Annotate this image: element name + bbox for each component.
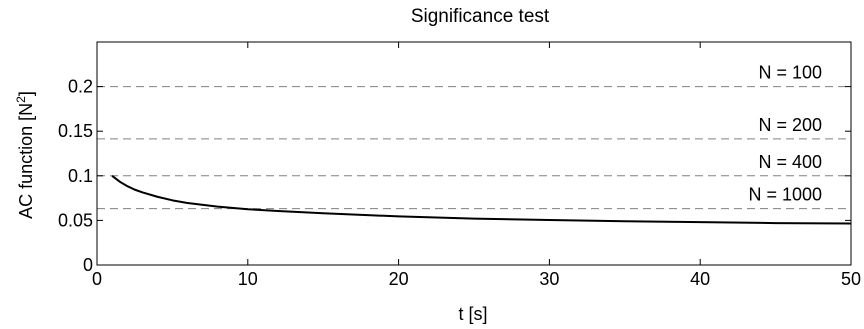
y-axis-title-base: AC function [N [16,103,36,219]
x-tick-label-2: 20 [389,269,409,289]
y-tick-label-4: 0.2 [68,77,93,97]
y-tick-label-0: 0 [83,255,93,275]
plot-area: N = 100 N = 200 N = 400 N = 1000 0 10 20 30 40 50… [58,41,861,289]
y-tick-label-3: 0.15 [58,121,93,141]
x-axis-title: t [s] [458,304,487,324]
threshold-label-3: N = 1000 [748,185,822,205]
x-tick-label-1: 10 [238,269,258,289]
threshold-label-2: N = 400 [758,152,822,172]
threshold-label-0: N = 100 [758,63,822,83]
x-tick-label-5: 50 [841,269,861,289]
y-axis-title-end: ] [16,91,36,96]
y-tick-label-1: 0.05 [58,210,93,230]
series-line-0 [111,175,852,225]
threshold-label-1: N = 200 [758,115,822,135]
y-tick-label-2: 0.1 [68,166,93,186]
chart-title: Significance test [411,6,550,27]
y-axis-title: AC function [N2] [14,91,36,219]
x-tick-label-0: 0 [92,269,102,289]
axes-box [96,41,852,266]
x-tick-label-3: 30 [539,269,559,289]
x-tick-label-4: 40 [690,269,710,289]
y-axis-title-superscript: 2 [14,96,28,103]
